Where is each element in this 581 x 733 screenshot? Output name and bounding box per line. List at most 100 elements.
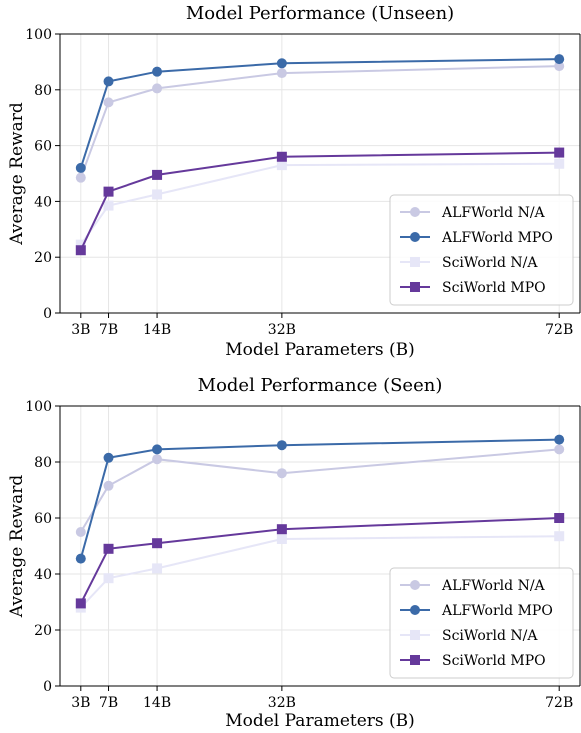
data-point: [103, 480, 114, 491]
chart-panel-1: 0 20 40 60 80 100 3B 7B 14B 32B 72B Model Performan…: [7, 3, 581, 360]
data-point: [554, 54, 565, 65]
data-point: [554, 158, 565, 169]
legend: ALFWorld N/A ALFWorld MPO SciWorld N/A SciW…: [389, 194, 574, 306]
series-line: [79, 58, 560, 169]
legend-item-1: ALFWorld N/A: [400, 205, 546, 221]
data-point: [554, 444, 565, 455]
legend-marker: [410, 655, 420, 665]
x-tick-label: 32B: [268, 322, 296, 338]
chart-title: Model Performance (Unseen): [186, 3, 454, 24]
legend-item-4: SciWorld MPO: [400, 280, 546, 296]
x-tick-label: 7B: [99, 322, 118, 338]
data-point: [103, 186, 114, 197]
data-point: [75, 172, 86, 183]
data-point: [554, 61, 565, 72]
data-point: [103, 76, 114, 87]
data-point: [152, 66, 163, 77]
series-line: [79, 65, 560, 179]
y-tick-label: 0: [43, 679, 52, 695]
legend-marker: [410, 232, 420, 242]
y-tick-label: 80: [34, 455, 52, 471]
data-point: [152, 538, 163, 549]
x-tick-label: 14B: [143, 322, 171, 338]
legend-label: ALFWorld N/A: [441, 578, 546, 594]
y-tick-label: 100: [25, 399, 52, 415]
x-tick-label: 3B: [71, 695, 90, 711]
legend-label: ALFWorld MPO: [441, 603, 553, 619]
y-tick-label: 60: [34, 139, 52, 155]
chart-title: Model Performance (Seen): [198, 375, 443, 396]
legend-item-2: ALFWorld MPO: [400, 230, 553, 246]
legend-label: SciWorld N/A: [442, 255, 538, 271]
data-point: [75, 553, 86, 564]
series-2: [75, 54, 565, 173]
x-tick-label: 7B: [99, 695, 118, 711]
series-1: [75, 61, 565, 183]
series-4: [75, 513, 565, 609]
data-point: [103, 543, 114, 554]
legend-marker: [410, 605, 420, 615]
data-point: [103, 452, 114, 463]
data-point: [152, 189, 163, 200]
data-point: [103, 573, 114, 584]
data-point: [152, 444, 163, 455]
y-tick-label: 60: [34, 511, 52, 527]
data-point: [276, 534, 287, 544]
data-point: [276, 68, 287, 79]
x-axis-label: Model Parameters (B): [225, 711, 415, 731]
legend-item-4: SciWorld MPO: [400, 653, 546, 669]
data-point: [276, 160, 287, 171]
y-tick-label: 80: [34, 83, 52, 99]
legend-marker: [410, 630, 420, 640]
x-tick-label: 72B: [545, 695, 573, 711]
data-point: [75, 162, 86, 173]
y-axis-label: Average Reward: [7, 102, 27, 246]
legend-item-1: ALFWorld N/A: [400, 578, 546, 594]
legend-marker: [410, 282, 420, 292]
series-3: [75, 158, 565, 250]
data-point: [75, 245, 86, 256]
y-tick-label: 40: [34, 567, 52, 583]
y-tick-label: 40: [34, 194, 52, 210]
y-tick-label: 100: [25, 27, 52, 43]
legend-box: [389, 194, 574, 306]
data-point: [103, 200, 114, 211]
data-point: [554, 434, 565, 445]
data-point: [276, 151, 287, 162]
chart-panel-2: 0 20 40 60 80 100 3B 7B 14B 32B 72B Model Performan…: [7, 375, 581, 731]
legend-marker: [410, 580, 420, 590]
data-point: [276, 58, 287, 69]
x-tick-label: 72B: [545, 322, 573, 338]
series-2: [75, 434, 565, 564]
legend-label: SciWorld MPO: [442, 280, 546, 296]
legend-label: SciWorld N/A: [442, 628, 538, 644]
legend-label: ALFWorld N/A: [441, 205, 546, 221]
data-point: [554, 531, 565, 542]
data-point: [152, 563, 163, 574]
data-point: [554, 513, 565, 523]
legend-label: ALFWorld MPO: [441, 230, 553, 246]
data-point: [276, 468, 287, 479]
data-point: [103, 97, 114, 108]
legend: ALFWorld N/A ALFWorld MPO SciWorld N/A SciW…: [389, 567, 574, 679]
x-tick-label: 3B: [71, 322, 90, 338]
x-axis-label: Model Parameters (B): [225, 340, 415, 360]
data-point: [152, 83, 163, 94]
legend-box: [389, 567, 574, 679]
data-point: [276, 524, 287, 535]
x-tick-label: 32B: [268, 695, 296, 711]
legend-marker: [410, 257, 420, 267]
data-point: [75, 527, 86, 537]
legend-item-3: SciWorld N/A: [400, 628, 538, 644]
data-point: [152, 454, 163, 465]
legend-item-2: ALFWorld MPO: [400, 603, 553, 619]
y-tick-label: 20: [34, 623, 52, 639]
x-tick-label: 14B: [143, 695, 171, 711]
data-point: [75, 239, 86, 250]
data-point: [276, 440, 287, 451]
y-axis-label: Average Reward: [7, 475, 27, 619]
y-tick-label: 0: [43, 306, 52, 322]
series-4: [75, 147, 565, 256]
data-point: [152, 169, 163, 180]
